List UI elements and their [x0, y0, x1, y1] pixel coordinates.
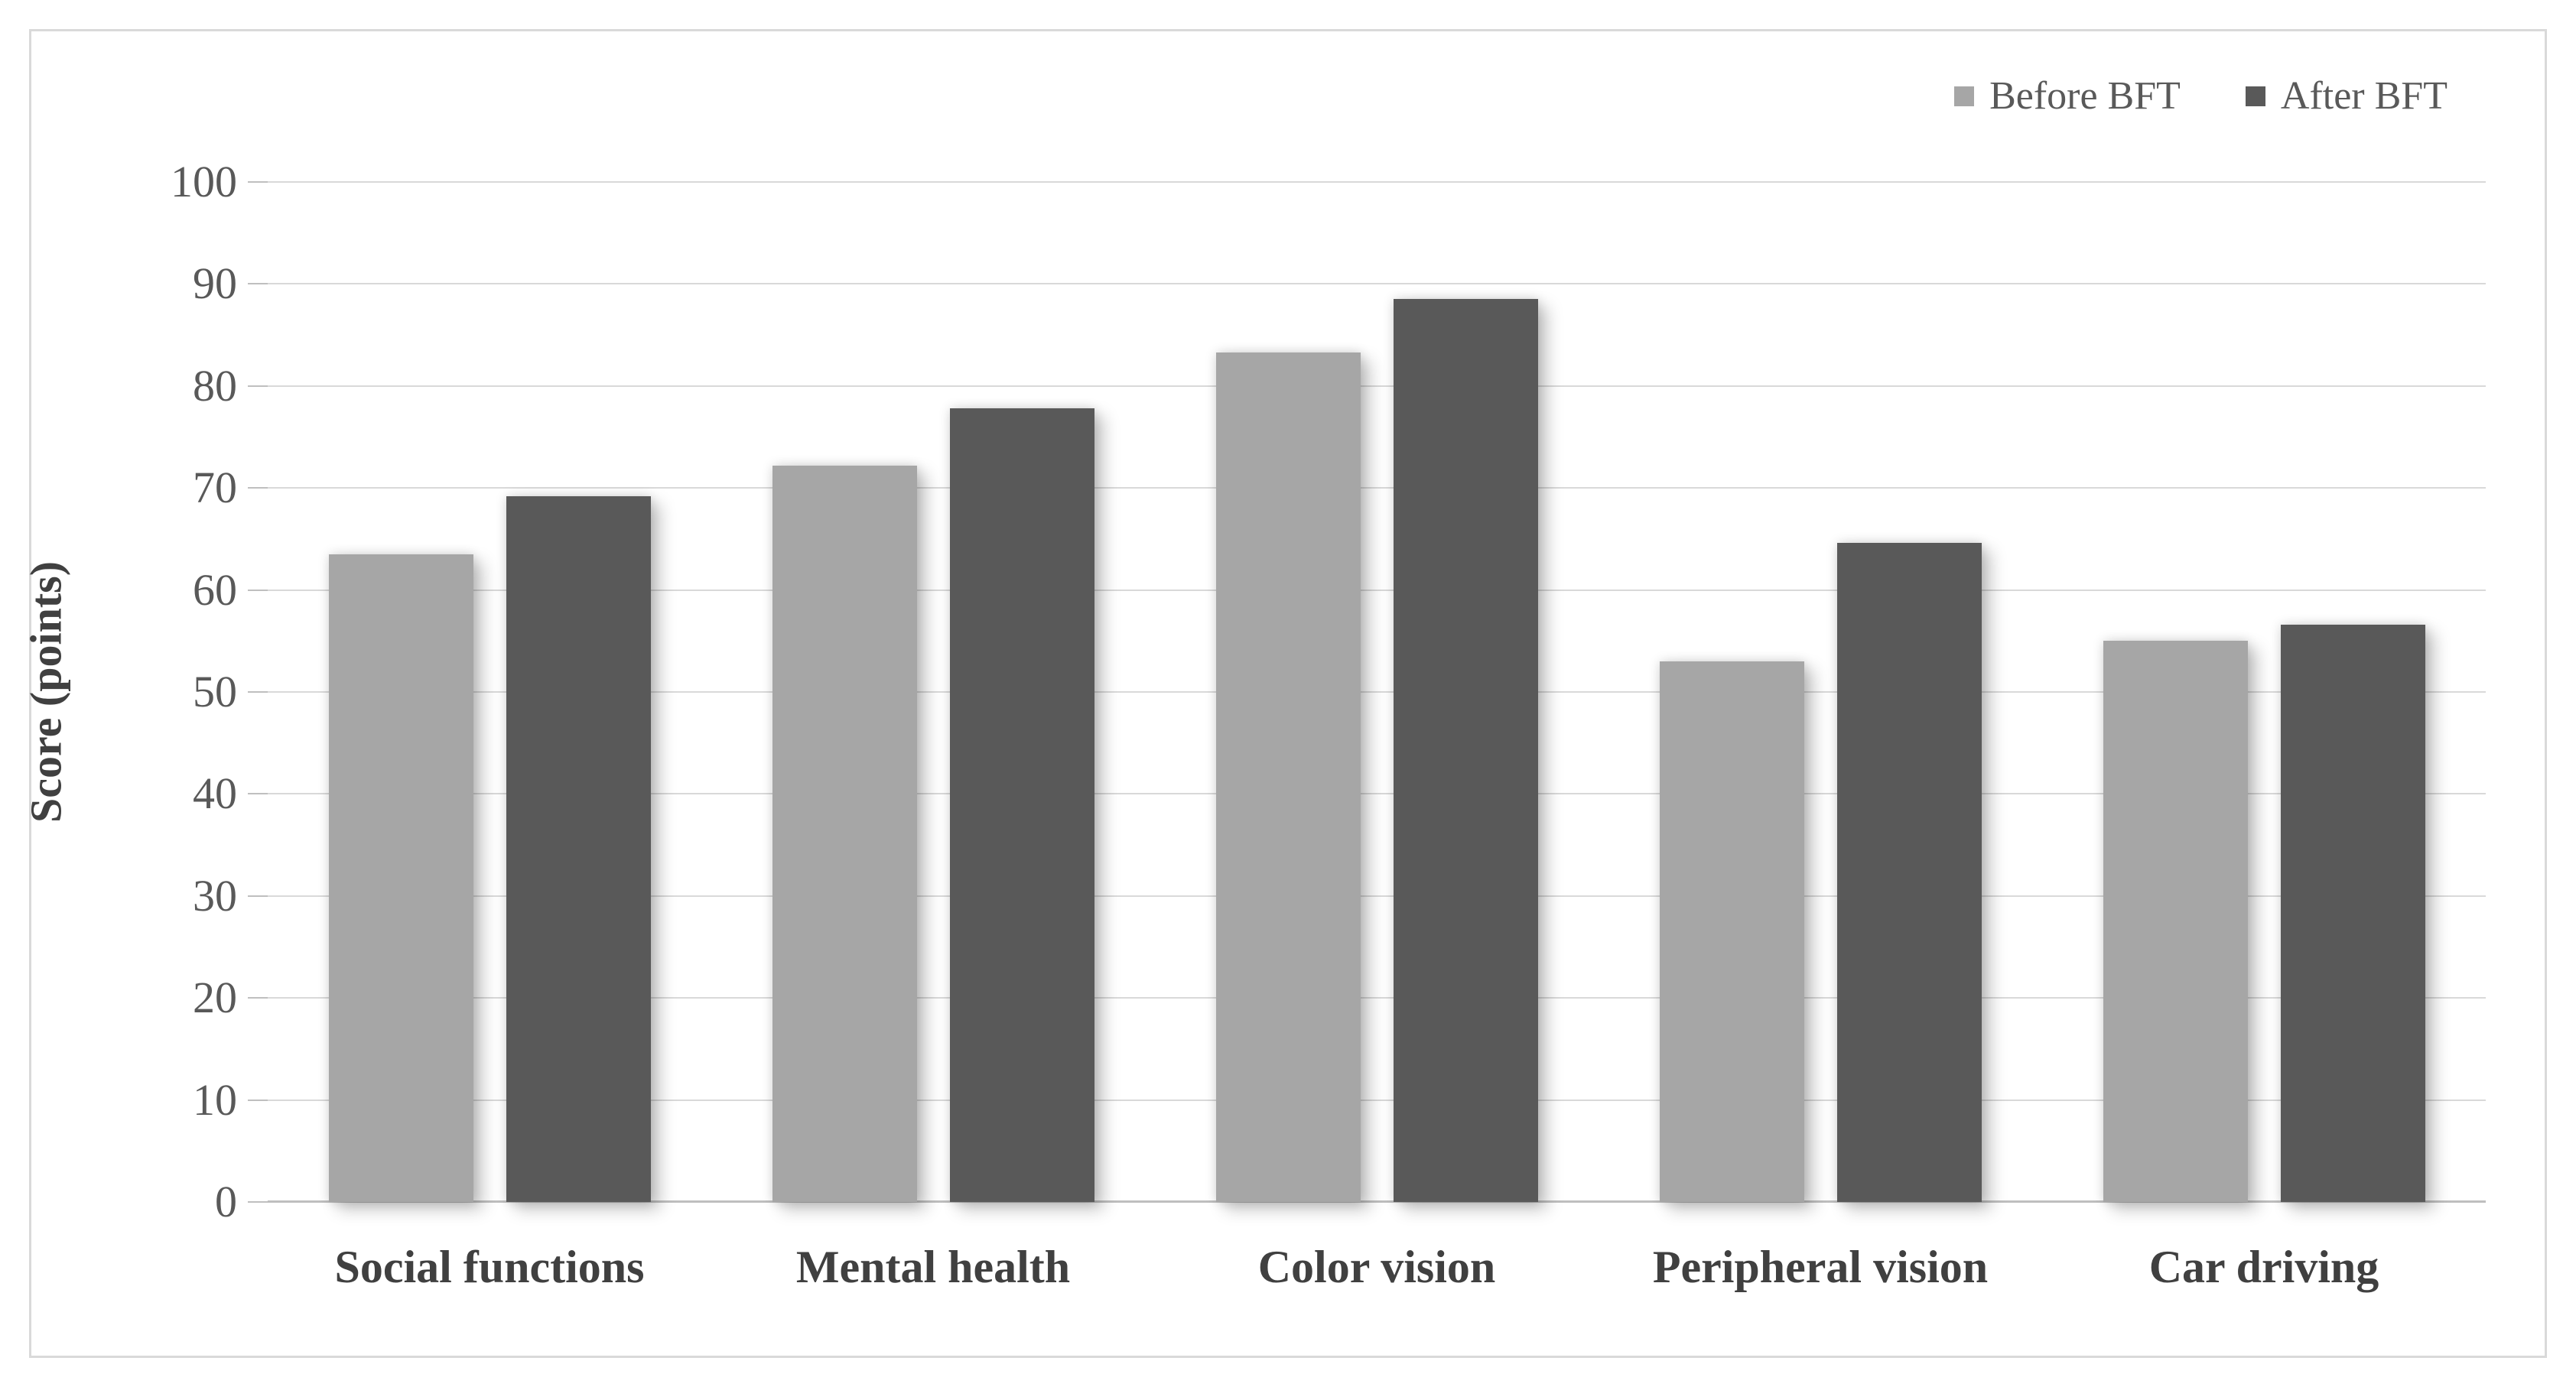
y-tickmark-0	[248, 1201, 268, 1203]
y-tickmark-30	[248, 895, 268, 897]
legend-label: After BFT	[2280, 74, 2448, 118]
y-tick-label-20: 20	[193, 973, 237, 1023]
bar-group-1	[711, 182, 1155, 1202]
bar-after-bft-4	[2280, 624, 2425, 1202]
gridline-10	[268, 1099, 2486, 1101]
gridline-50	[268, 691, 2486, 693]
gridline-90	[268, 283, 2486, 285]
gridline-70	[268, 487, 2486, 489]
category-label-1: Mental health	[795, 1242, 1071, 1292]
bar-before-bft-3	[1659, 661, 1804, 1202]
category-axis: Social functions Mental health Color visio…	[268, 1202, 2486, 1332]
legend-swatch-icon	[1954, 86, 1975, 106]
y-tick-label-80: 80	[193, 360, 237, 411]
category-label-2: Color vision	[1257, 1242, 1496, 1292]
legend-item-0: Before BFT	[1954, 76, 2181, 116]
bar-before-bft-4	[2103, 641, 2248, 1202]
y-tick-label-70: 70	[193, 463, 237, 513]
gridline-20	[268, 997, 2486, 999]
y-tickmark-80	[248, 385, 268, 387]
category-label-3: Peripheral vision	[1652, 1242, 1989, 1292]
y-tickmark-20	[248, 997, 268, 999]
y-tick-label-60: 60	[193, 564, 237, 615]
bar-after-bft-3	[1836, 543, 1982, 1202]
y-tickmark-60	[248, 589, 268, 591]
gridline-30	[268, 895, 2486, 897]
bar-group-0	[268, 182, 711, 1202]
y-tickmark-90	[248, 283, 268, 285]
bar-group-3	[1599, 182, 2042, 1202]
y-tickmark-70	[248, 487, 268, 489]
plot-area: 0 10 20 30 40 50 60 70 80 90 100	[171, 160, 2486, 1224]
bar-before-bft-0	[328, 554, 473, 1202]
y-tickmark-100	[248, 181, 268, 183]
gridline-0	[268, 1200, 2486, 1203]
y-tick-label-0: 0	[215, 1177, 237, 1226]
y-tick-label-100: 100	[171, 157, 237, 206]
y-tickmark-50	[248, 691, 268, 693]
category-label-0: Social functions	[334, 1242, 645, 1292]
gridline-100	[268, 181, 2486, 183]
y-tickmark-10	[248, 1099, 268, 1101]
bar-group-2	[1155, 182, 1599, 1202]
y-tick-label-90: 90	[193, 258, 237, 309]
bar-after-bft-0	[506, 495, 651, 1202]
bar-group-4	[2042, 182, 2486, 1202]
y-tickmark-40	[248, 793, 268, 795]
bar-groups	[268, 182, 2486, 1202]
gridline-80	[268, 385, 2486, 387]
bar-after-bft-1	[949, 408, 1094, 1202]
y-axis-title: Score (points)	[21, 560, 71, 823]
y-tick-label-30: 30	[193, 870, 237, 921]
y-tick-label-50: 50	[193, 667, 237, 716]
legend-label: Before BFT	[1989, 74, 2181, 118]
y-tick-label-10: 10	[193, 1074, 237, 1125]
bar-before-bft-2	[1215, 352, 1361, 1202]
legend-item-1: After BFT	[2245, 74, 2448, 118]
y-tick-label-40: 40	[193, 768, 237, 819]
bar-after-bft-2	[1393, 299, 1538, 1202]
gridline-60	[268, 589, 2486, 591]
legend: Before BFT After BFT	[1954, 76, 2448, 116]
legend-swatch-icon	[2245, 86, 2265, 106]
category-label-4: Car driving	[2148, 1242, 2379, 1292]
bar-before-bft-1	[772, 465, 917, 1202]
gridline-40	[268, 793, 2486, 795]
